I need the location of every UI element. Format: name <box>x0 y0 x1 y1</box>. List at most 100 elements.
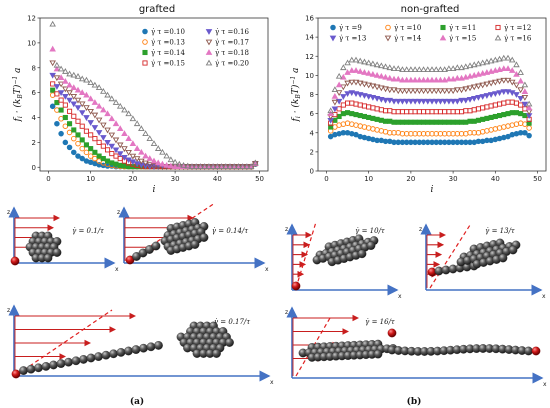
data-point <box>53 61 61 68</box>
data-point <box>395 119 401 125</box>
data-point <box>513 110 519 116</box>
data-points <box>327 54 533 146</box>
data-point <box>100 122 107 129</box>
data-point <box>74 105 82 111</box>
data-point <box>54 107 60 113</box>
data-point <box>369 60 377 67</box>
data-point <box>449 98 457 105</box>
data-point <box>96 153 102 159</box>
z-axis-letter: z <box>419 226 422 233</box>
data-point <box>387 108 393 114</box>
data-point <box>348 79 356 86</box>
data-point <box>446 119 452 125</box>
x-tick-label: 50 <box>533 175 542 183</box>
data-point <box>424 98 432 105</box>
data-point <box>454 119 460 125</box>
y-tick-label: 14 <box>305 34 314 42</box>
data-point <box>344 80 351 87</box>
bead <box>146 342 156 352</box>
data-point <box>387 118 393 124</box>
bead <box>26 364 36 374</box>
legend-marker <box>142 28 148 35</box>
legend: γ̇ τ =0.10 γ̇ τ =0.13 γ̇ τ =0.14 γ̇ τ =0.15… <box>142 28 250 68</box>
data-point <box>105 147 111 153</box>
bead <box>139 343 148 353</box>
data-point <box>109 160 115 166</box>
data-point <box>74 73 82 79</box>
data-point <box>108 143 116 150</box>
series-4 <box>327 89 533 124</box>
data-point <box>92 149 98 155</box>
chart-title: non-grafted <box>401 4 460 15</box>
data-point <box>83 149 90 156</box>
data-point <box>70 94 78 100</box>
data-point <box>403 66 410 72</box>
data-point <box>70 84 78 90</box>
data-point <box>492 56 499 63</box>
data-point <box>53 75 61 82</box>
data-point <box>484 115 490 121</box>
data-point <box>121 146 128 153</box>
data-point <box>150 163 158 169</box>
data-point <box>197 163 204 169</box>
data-point <box>378 62 385 69</box>
data-point <box>441 76 448 83</box>
data-point <box>386 97 394 104</box>
data-point <box>394 65 402 72</box>
data-point <box>340 64 347 71</box>
data-point <box>480 116 486 122</box>
end-bead <box>11 369 21 379</box>
data-point <box>449 88 457 95</box>
data-point <box>357 102 363 108</box>
data-point <box>332 117 338 123</box>
series-7 <box>49 20 259 169</box>
data-point <box>57 90 65 97</box>
data-point <box>176 160 183 167</box>
data-point <box>67 108 73 114</box>
data-point <box>180 161 187 168</box>
data-point <box>335 81 343 88</box>
data-point <box>496 66 503 72</box>
legend-label: γ̇ τ =9 <box>339 24 362 32</box>
data-point <box>100 87 107 94</box>
data-point <box>488 114 494 120</box>
legend-marker <box>142 39 148 45</box>
legend-marker <box>494 34 502 41</box>
data-point <box>361 58 368 65</box>
data-point <box>475 70 482 77</box>
data-point <box>243 163 251 169</box>
legend-label: γ̇ τ =0.18 <box>215 49 249 57</box>
bead <box>124 346 133 356</box>
series-7 <box>327 54 533 114</box>
data-point <box>479 94 486 100</box>
data-point <box>504 65 512 72</box>
data-point <box>525 100 533 107</box>
data-point <box>57 81 65 88</box>
data-point <box>454 109 460 115</box>
data-point <box>462 73 470 80</box>
data-point <box>373 84 381 91</box>
bead <box>225 338 234 347</box>
data-point <box>483 93 491 99</box>
data-point <box>205 163 213 169</box>
data-point <box>71 149 77 156</box>
data-point <box>466 62 474 69</box>
data-point <box>424 76 432 83</box>
data-point <box>399 109 405 115</box>
data-point <box>146 135 154 141</box>
velocity-profile-line <box>295 221 317 289</box>
data-point <box>159 148 166 155</box>
shear-rate-label: γ̇ = 10/τ <box>355 227 385 235</box>
bead <box>41 362 51 371</box>
data-point <box>390 75 398 82</box>
end-bead <box>531 346 541 356</box>
data-point <box>49 20 56 27</box>
data-point <box>345 110 351 116</box>
data-point <box>497 112 503 119</box>
plot-frame <box>39 17 269 172</box>
x-tick-label: 30 <box>171 175 180 183</box>
data-point <box>335 90 343 97</box>
data-point <box>441 88 448 95</box>
data-point <box>420 88 427 95</box>
y-tick-label: 10 <box>27 39 36 47</box>
